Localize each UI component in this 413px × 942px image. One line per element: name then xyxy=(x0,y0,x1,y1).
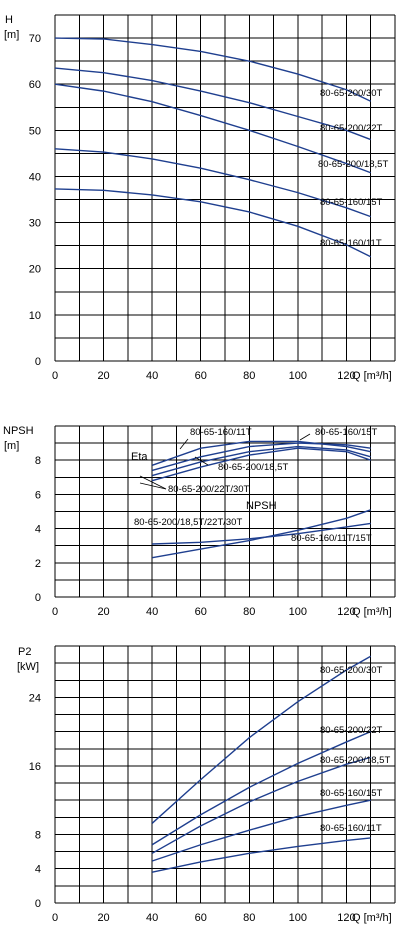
npsh-curve-label: 80-65-200/22T/30T xyxy=(168,484,250,495)
p2-y-tick-label: 4 xyxy=(35,864,41,876)
h-curve-label: 80-65-160/15T xyxy=(320,197,383,208)
h-x-axis-label: Q [m³/h] xyxy=(352,370,392,382)
leader-line xyxy=(139,475,167,490)
p2-curve-line xyxy=(151,837,371,873)
p2-x-tick-label: 100 xyxy=(289,912,307,924)
npsh-curve-line xyxy=(152,522,371,545)
npsh-curve-label: 80-65-160/15T xyxy=(315,427,378,438)
p2-y-tick-label: 24 xyxy=(29,692,41,704)
p2-x-tick-label: 40 xyxy=(146,912,158,924)
h-x-tick-label: 80 xyxy=(243,370,255,382)
npsh-x-tick-label: 0 xyxy=(52,606,58,618)
leader-line xyxy=(179,438,189,450)
npsh-curve-label: 80-65-200/18,5T/22T/30T xyxy=(134,517,242,528)
p2-y-tick-label: 0 xyxy=(35,898,41,910)
h-y-axis-unit: [m] xyxy=(4,29,19,41)
eta-curve-line xyxy=(151,442,371,472)
npsh-y-tick-label: 8 xyxy=(35,455,41,467)
h-y-tick-label: 70 xyxy=(29,33,41,45)
npsh-x-tick-label: 40 xyxy=(146,606,158,618)
h-curve-label: 80-65-200/30T xyxy=(320,88,383,99)
npsh-curve-label: 80-65-160/11T/15T xyxy=(291,533,372,544)
p2-x-tick-label: 20 xyxy=(97,912,109,924)
npsh-annotation: NPSH xyxy=(246,500,277,512)
h-y-tick-label: 50 xyxy=(29,125,41,137)
npsh-y-tick-label: 2 xyxy=(35,558,41,570)
h-x-tick-label: 60 xyxy=(195,370,207,382)
leader-line xyxy=(299,433,311,441)
npsh-y-axis-label: NPSH xyxy=(3,425,34,437)
eta-annotation: Eta xyxy=(131,451,148,463)
npsh-y-tick-label: 6 xyxy=(35,489,41,501)
p2-x-tick-label: 80 xyxy=(243,912,255,924)
npsh-x-tick-label: 80 xyxy=(243,606,255,618)
npsh-x-tick-label: 120 xyxy=(337,606,355,618)
p2-y-axis-unit: [kW] xyxy=(17,661,39,673)
p2-x-axis-label: Q [m³/h] xyxy=(352,912,392,924)
eta-curve-line xyxy=(151,440,371,466)
eta-curve-line xyxy=(151,447,371,482)
h-y-axis-label: H xyxy=(5,14,13,26)
leader-line xyxy=(194,456,209,466)
p2-curve-label: 80-65-200/22T xyxy=(320,725,383,736)
h-curve-label: 80-65-200/22T xyxy=(320,123,383,134)
npsh-x-tick-label: 100 xyxy=(289,606,307,618)
h-y-tick-label: 0 xyxy=(35,356,41,368)
npsh-x-axis-label: Q [m³/h] xyxy=(352,606,392,618)
h-x-tick-label: 100 xyxy=(289,370,307,382)
p2-curve-label: 80-65-200/18,5T xyxy=(320,755,390,766)
h-curve-line xyxy=(54,83,371,174)
npsh-curve-label: 80-65-200/18,5T xyxy=(218,462,288,473)
h-x-tick-label: 120 xyxy=(337,370,355,382)
p2-y-tick-label: 16 xyxy=(29,761,41,773)
npsh-y-tick-label: 4 xyxy=(35,524,41,536)
h-y-tick-label: 20 xyxy=(29,264,41,276)
h-curve-line xyxy=(54,148,371,218)
leader-line xyxy=(139,482,167,490)
h-curve-line xyxy=(54,67,371,141)
p2-x-tick-label: 60 xyxy=(195,912,207,924)
h-y-tick-label: 40 xyxy=(29,171,41,183)
h-x-tick-label: 0 xyxy=(52,370,58,382)
npsh-y-axis-unit: [m] xyxy=(4,440,19,452)
h-curve-label: 80-65-160/11T xyxy=(320,238,382,249)
p2-curve-line xyxy=(151,731,371,846)
npsh-x-tick-label: 60 xyxy=(195,606,207,618)
h-curve-line xyxy=(54,37,372,102)
h-y-tick-label: 10 xyxy=(29,310,41,322)
p2-curve-label: 80-65-160/11T xyxy=(320,823,382,834)
npsh-x-tick-label: 20 xyxy=(97,606,109,618)
p2-curve-line xyxy=(151,799,371,862)
h-x-tick-label: 20 xyxy=(97,370,109,382)
h-x-tick-label: 40 xyxy=(146,370,158,382)
h-curve-label: 80-65-200/18,5T xyxy=(318,159,388,170)
p2-x-tick-label: 120 xyxy=(337,912,355,924)
p2-curve-label: 80-65-160/15T xyxy=(320,788,383,799)
p2-curve-label: 80-65-200/30T xyxy=(320,665,383,676)
npsh-y-tick-label: 0 xyxy=(35,592,41,604)
p2-curve-line xyxy=(151,756,371,854)
p2-curve-line xyxy=(151,655,372,824)
npsh-curve-label: 80-65-160/11T xyxy=(190,427,252,438)
p2-y-axis-label: P2 xyxy=(18,646,31,658)
h-y-tick-label: 60 xyxy=(29,79,41,91)
p2-y-tick-label: 8 xyxy=(35,829,41,841)
h-curve-line xyxy=(54,188,372,258)
eta-curve-line xyxy=(151,445,371,477)
h-y-tick-label: 30 xyxy=(29,218,41,230)
p2-x-tick-label: 0 xyxy=(52,912,58,924)
npsh-curve-line xyxy=(152,509,371,559)
